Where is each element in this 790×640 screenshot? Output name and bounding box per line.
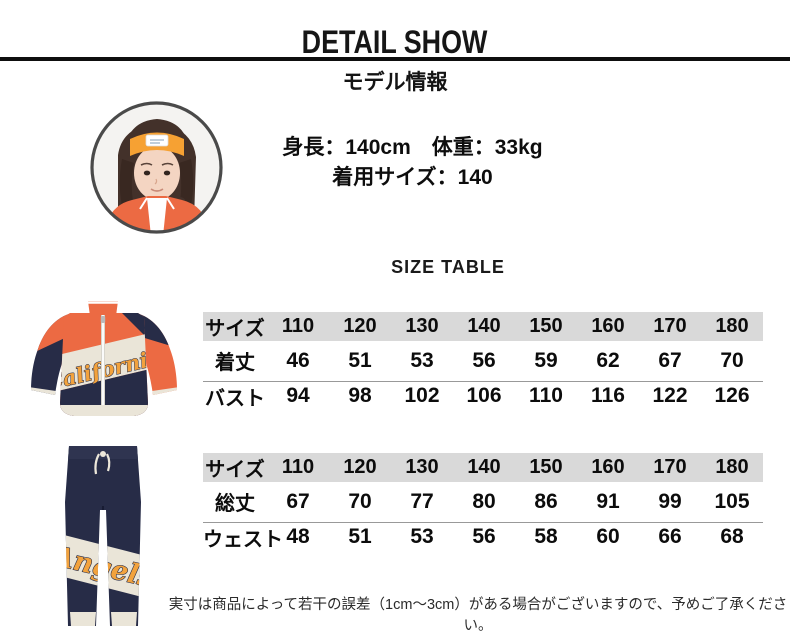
pants-logo-text: Angels: [50, 540, 156, 594]
row-label-cell: バスト: [205, 387, 265, 410]
page-title: DETAIL SHOW: [0, 24, 790, 61]
value-cell: 180: [701, 453, 763, 482]
value-cell: 130: [391, 453, 453, 482]
size-header-row: サイズ 110 120 130 140 150 160 170 180: [203, 453, 763, 482]
value-cell: 110: [529, 384, 563, 407]
value-cell: 160: [577, 453, 639, 482]
value-cell: 70: [329, 482, 391, 523]
value-cell: 102: [404, 384, 440, 407]
size-disclaimer: 実寸は商品によって若干の誤差（1cm～3cm）がある場合がございますので、予めご…: [168, 597, 788, 634]
pants-drawstring-knot: [100, 451, 106, 457]
value-cell: 116: [591, 384, 625, 407]
value-cell: 80: [453, 482, 515, 523]
measurement-row: 総丈 67 70 77 80 86 91 99 105: [203, 482, 763, 523]
value-cell: 66: [658, 525, 682, 548]
measurement-row: バスト 94 98 102 106 110 116 122 126: [203, 381, 763, 411]
value-cell: 48: [286, 525, 310, 548]
pants-drawstring-left: [94, 453, 100, 475]
value-cell: 53: [410, 525, 434, 548]
value-cell: 170: [639, 453, 701, 482]
measurement-row: ウェスト 48 51 53 56 58 60 66 68: [203, 522, 763, 552]
value-cell: 120: [329, 453, 391, 482]
value-cell: 70: [701, 341, 763, 382]
value-cell: 126: [714, 384, 750, 407]
value-cell: 53: [391, 341, 453, 382]
value-cell: 62: [577, 341, 639, 382]
value-cell: 86: [515, 482, 577, 523]
value-cell: 120: [329, 312, 391, 341]
value-cell: 58: [534, 525, 558, 548]
value-cell: 98: [348, 384, 372, 407]
value-cell: 59: [515, 341, 577, 382]
jacket-collar: [88, 301, 118, 316]
value-cell: 91: [577, 482, 639, 523]
row-label-cell: 総丈: [203, 482, 267, 523]
model-photo: [90, 101, 223, 234]
wearing-size-line: 着用サイズ：140: [332, 166, 493, 189]
size-table-heading: SIZE TABLE: [391, 257, 505, 277]
pants-size-table: サイズ 110 120 130 140 150 160 170 180 総丈 67 70 77 80 86 9…: [203, 453, 763, 552]
value-cell: 170: [639, 312, 701, 341]
value-cell: 99: [639, 482, 701, 523]
value-cell: 140: [453, 453, 515, 482]
value-cell: 56: [453, 341, 515, 382]
pants-drawstring-right: [106, 453, 111, 472]
title-divider: [0, 57, 790, 61]
row-label-cell: サイズ: [203, 453, 267, 482]
pants-body: Angels: [50, 446, 156, 626]
value-cell: 150: [515, 312, 577, 341]
photo-border: [90, 101, 223, 234]
value-cell: 180: [701, 312, 763, 341]
model-info-heading: モデル情報: [342, 71, 448, 94]
value-cell: 68: [720, 525, 744, 548]
value-cell: 130: [391, 312, 453, 341]
size-header-row: サイズ 110 120 130 140 150 160 170 180: [203, 312, 763, 341]
jacket-product-image: California: [31, 301, 177, 416]
value-cell: 122: [652, 384, 688, 407]
height-weight-line: 身長：140cm 体重：33kg: [282, 136, 543, 159]
value-cell: 110: [267, 453, 329, 482]
value-cell: 51: [329, 341, 391, 382]
value-cell: 94: [286, 384, 310, 407]
pants-product-image: Angels: [50, 446, 156, 626]
row-label-cell: 着丈: [203, 341, 267, 382]
value-cell: 56: [472, 525, 496, 548]
value-cell: 46: [267, 341, 329, 382]
value-cell: 105: [701, 482, 763, 523]
value-cell: 160: [577, 312, 639, 341]
page-title-text: DETAIL SHOW: [302, 24, 488, 60]
value-cell: 67: [639, 341, 701, 382]
value-cell: 140: [453, 312, 515, 341]
value-cell: 67: [267, 482, 329, 523]
jacket-size-table: サイズ 110 120 130 140 150 160 170 180 着丈 46 51 53 56 59 6…: [203, 312, 763, 411]
value-cell: 60: [596, 525, 620, 548]
value-cell: 150: [515, 453, 577, 482]
value-cell: 110: [267, 312, 329, 341]
measurement-row: 着丈 46 51 53 56 59 62 67 70: [203, 341, 763, 382]
value-cell: 77: [391, 482, 453, 523]
jacket-zipper-pull: [100, 316, 106, 323]
value-cell: 51: [348, 525, 372, 548]
row-label-cell: ウェスト: [203, 528, 283, 551]
row-label-cell: サイズ: [203, 312, 267, 341]
value-cell: 106: [466, 384, 502, 407]
model-stats: 身長：140cm 体重：33kg 着用サイズ：140: [240, 133, 585, 193]
